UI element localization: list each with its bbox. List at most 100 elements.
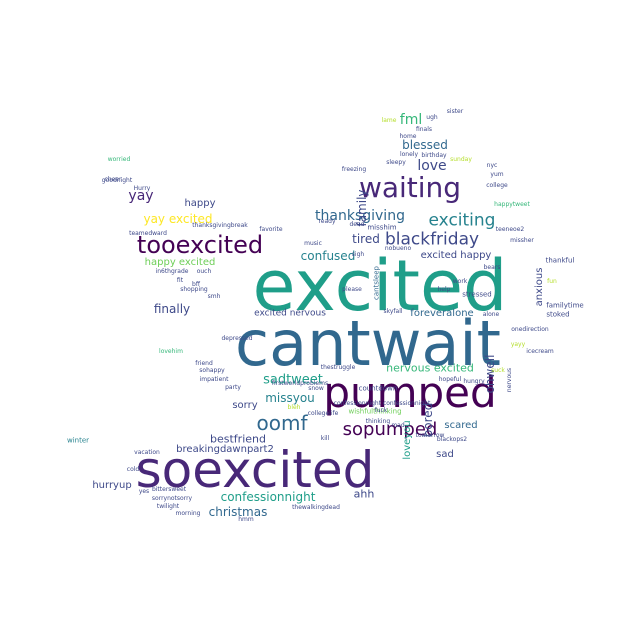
word: friend [195,360,213,367]
word: finally [153,302,191,316]
word: sopumped [342,419,438,440]
word: nervous [506,367,513,393]
word: thanksgiving [315,208,405,224]
word: winter [66,436,90,445]
word: tooexcited [136,231,264,259]
word: sorry [232,400,258,411]
word: waiting [358,171,462,204]
word: lovehim [159,348,183,355]
word: sleepy [386,159,406,166]
word: Hurry [133,185,151,192]
word: birthday [421,152,447,159]
word: anxious [534,267,545,307]
word: icecream [526,348,554,355]
word: yayy [510,341,526,348]
word: lonely [399,151,419,158]
word: fuck [374,407,388,414]
word: alone [482,311,500,318]
word: excited happy [420,250,492,261]
word: snow [308,385,324,392]
word: nyc [486,162,498,169]
word: vacation [134,449,160,456]
word: sister [446,108,464,115]
word: twilight [156,503,180,510]
word: exciting [428,210,496,231]
word: thanksgivingbreak [192,222,248,229]
word: teeneoe2 [495,226,525,233]
word: ready [318,218,336,225]
word: ugh [426,114,438,121]
word: sad [436,449,454,460]
word: yay [128,188,154,204]
word: thinking [365,418,391,425]
word: lame [381,117,397,124]
word: yes [138,488,150,495]
word: foreveralone [410,308,474,319]
word: hopeful [438,376,462,383]
word: shopping [180,286,208,293]
word: firstworldproblems [271,380,329,387]
word: christmas [208,505,268,519]
word: happy [184,198,216,209]
word: scared [444,420,478,431]
word: misshim [367,223,397,232]
word: stoked [546,310,570,319]
word: bleh [287,404,301,411]
word: countdown [358,384,398,393]
word: happy excited [144,257,216,268]
word: skyfall [383,308,403,315]
word: wishfulthinking [348,407,402,416]
word: blessed [402,138,448,152]
word: music [304,240,322,247]
word: bittersweet [151,486,187,493]
word: nervous excited [386,361,474,375]
word: hungry [463,378,485,385]
word: please [342,286,362,293]
word: love [417,158,447,174]
word: confessionnight [220,490,316,504]
word: sadtweet [263,372,323,388]
word: thestruggle [320,364,356,371]
word: depressed [221,335,253,342]
word: blackops2 [436,436,468,443]
word: bff [192,281,200,288]
word: party [225,384,241,391]
word: worried [107,156,131,163]
word: ouch [196,268,212,275]
word: yum [490,171,504,178]
word: ohwell [483,354,497,394]
word: sohappy [199,367,225,374]
word: excited nervous [254,308,326,319]
word: impatient [199,376,229,383]
word: mad [391,422,405,429]
word: familytime [546,301,584,310]
word: missyou [265,391,315,405]
word: blackfriday [384,229,480,250]
word: excited [252,245,508,327]
word: onedirection [511,326,549,333]
word: bears [483,264,501,271]
word: dead [349,221,365,228]
word: in6thgrade [155,268,189,275]
word: thankful [545,256,575,265]
word: stressed [462,290,492,299]
word: pumped [323,368,497,417]
word: finals [415,126,433,133]
word: college [486,182,508,189]
word: missher [510,237,534,244]
word: freezing [341,166,367,173]
word: fit [176,277,184,284]
word: confessionnight confessionnight [333,400,431,407]
word: work [452,278,468,285]
word: nobueno [384,245,412,252]
word: cold [126,466,140,473]
word: hurryup [92,480,132,491]
word: soexcited [135,441,375,499]
word: cantsleep [372,266,381,300]
word: fml [399,112,423,128]
word: thewalkingdead [292,504,340,511]
word: fun [547,278,557,285]
word: morning [175,510,201,517]
word: sorrynotsorry [151,495,193,502]
